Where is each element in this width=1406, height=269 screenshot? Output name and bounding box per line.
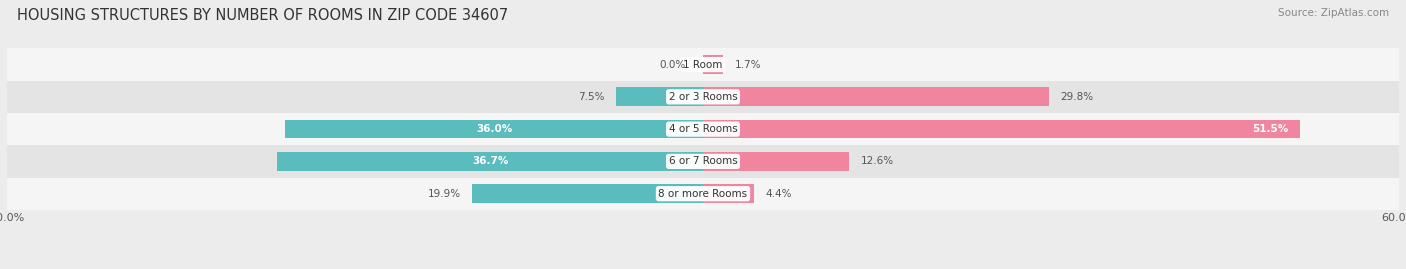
- Text: 0.0%: 0.0%: [659, 59, 686, 70]
- Bar: [703, 184, 754, 203]
- Bar: [7, 48, 1399, 81]
- Bar: [7, 145, 1399, 178]
- Text: 1 Room: 1 Room: [683, 59, 723, 70]
- Text: 4 or 5 Rooms: 4 or 5 Rooms: [669, 124, 737, 134]
- Bar: [472, 184, 703, 203]
- Bar: [285, 120, 703, 139]
- Text: 36.0%: 36.0%: [477, 124, 512, 134]
- Text: Source: ZipAtlas.com: Source: ZipAtlas.com: [1278, 8, 1389, 18]
- Bar: [616, 87, 703, 106]
- Text: 36.7%: 36.7%: [472, 156, 509, 167]
- Bar: [7, 178, 1399, 210]
- Bar: [7, 81, 1399, 113]
- Text: 7.5%: 7.5%: [578, 92, 605, 102]
- Text: 29.8%: 29.8%: [1060, 92, 1094, 102]
- Text: 19.9%: 19.9%: [427, 189, 461, 199]
- Bar: [703, 152, 849, 171]
- Bar: [703, 120, 1301, 139]
- Text: 51.5%: 51.5%: [1253, 124, 1289, 134]
- Text: 4.4%: 4.4%: [766, 189, 792, 199]
- Text: 2 or 3 Rooms: 2 or 3 Rooms: [669, 92, 737, 102]
- Bar: [703, 55, 723, 74]
- Bar: [277, 152, 703, 171]
- Text: HOUSING STRUCTURES BY NUMBER OF ROOMS IN ZIP CODE 34607: HOUSING STRUCTURES BY NUMBER OF ROOMS IN…: [17, 8, 508, 23]
- Text: 8 or more Rooms: 8 or more Rooms: [658, 189, 748, 199]
- Text: 12.6%: 12.6%: [860, 156, 894, 167]
- Text: 6 or 7 Rooms: 6 or 7 Rooms: [669, 156, 737, 167]
- Bar: [703, 87, 1049, 106]
- Text: 1.7%: 1.7%: [734, 59, 761, 70]
- Bar: [7, 113, 1399, 145]
